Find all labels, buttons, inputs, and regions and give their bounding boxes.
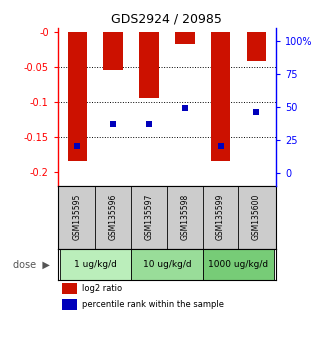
Text: 10 ug/kg/d: 10 ug/kg/d [143, 260, 191, 269]
Bar [62, 299, 77, 310]
Text: GSM135597: GSM135597 [144, 194, 153, 240]
Bar [62, 283, 77, 294]
Text: 1 ug/kg/d: 1 ug/kg/d [74, 260, 117, 269]
Bar [211, 32, 230, 161]
Text: dose  ▶: dose ▶ [13, 259, 50, 269]
Text: GSM135598: GSM135598 [180, 194, 189, 240]
Title: GDS2924 / 20985: GDS2924 / 20985 [111, 13, 222, 26]
Bar [60, 249, 131, 280]
Bar [247, 32, 266, 61]
Text: GSM135599: GSM135599 [216, 194, 225, 240]
Bar [103, 32, 123, 70]
Text: GSM135596: GSM135596 [109, 194, 118, 240]
Text: 1000 ug/kg/d: 1000 ug/kg/d [208, 260, 269, 269]
Bar [203, 249, 274, 280]
Bar [68, 32, 87, 161]
Text: log2 ratio: log2 ratio [82, 284, 122, 293]
Text: GSM135595: GSM135595 [73, 194, 82, 240]
Text: percentile rank within the sample: percentile rank within the sample [82, 300, 224, 309]
Bar [175, 32, 195, 44]
Bar [139, 32, 159, 98]
Text: GSM135600: GSM135600 [252, 194, 261, 240]
Bar [131, 249, 203, 280]
